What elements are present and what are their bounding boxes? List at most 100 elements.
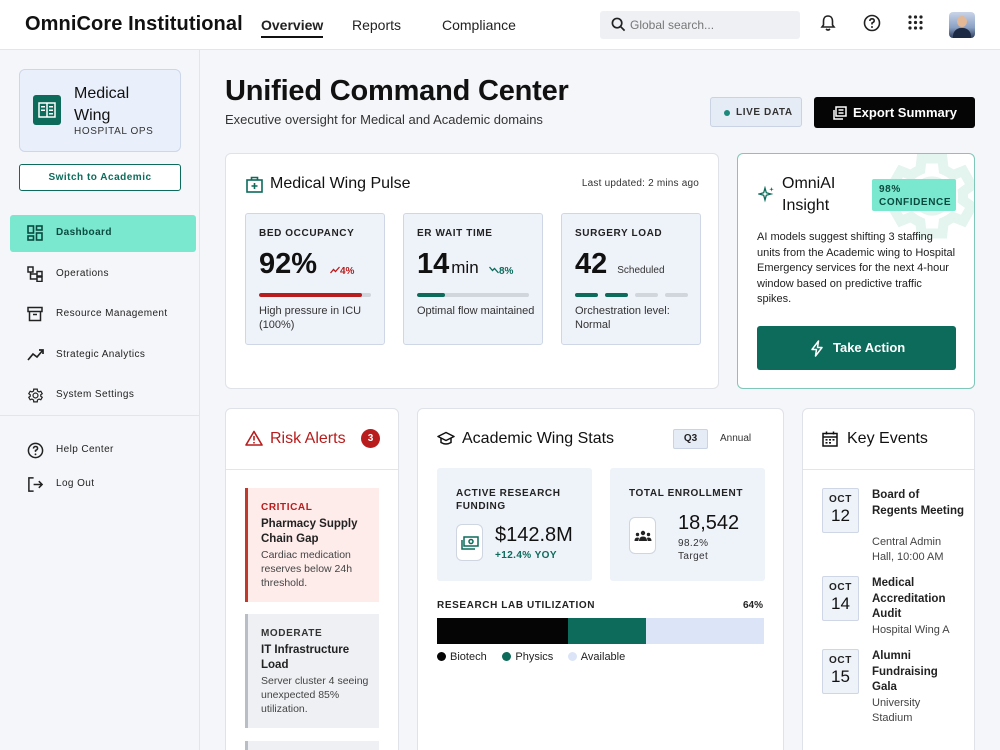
metric-delta: 4% — [330, 266, 354, 277]
legend-swatch — [502, 652, 512, 661]
event-day: 12 — [831, 506, 850, 525]
event-name: Medical Accreditation Audit — [872, 577, 946, 620]
page-subtitle: Executive oversight for Medical and Acad… — [225, 112, 543, 127]
metric-delta-value: 4% — [340, 266, 355, 277]
bell-icon[interactable] — [820, 14, 836, 32]
period-q3-tab[interactable]: Q3 — [673, 429, 708, 449]
lab-utilization-pct: 64% — [742, 600, 763, 611]
enrollment-label: TOTAL ENROLLMENT — [629, 488, 744, 499]
event-date: OCT 12 — [822, 488, 859, 533]
sidebar-item-label: Log Out — [56, 478, 95, 489]
alert-description: Cardiac medication reserves below 24h th… — [261, 549, 353, 589]
archive-box-icon — [27, 306, 43, 322]
event-day: 15 — [831, 667, 850, 686]
gear-icon — [27, 388, 44, 403]
metric-er-wait-time: ER WAIT TIME 14 min 8% Optimal flow maint… — [403, 213, 543, 345]
research-funding-stat: ACTIVE RESEARCH FUNDING $142.8M +12.4% Y… — [437, 468, 592, 581]
live-data-label: LIVE DATA — [736, 107, 793, 118]
dashboard-icon — [27, 225, 43, 241]
nav-overview[interactable]: Overview — [261, 17, 324, 38]
legend-item-biotech: Biotech — [437, 651, 487, 663]
brand-logo[interactable]: OmniCore Institutional — [25, 13, 243, 35]
nav-reports[interactable]: Reports — [352, 17, 402, 33]
wait-time-bar-fill — [417, 293, 445, 297]
graduation-cap-icon — [437, 431, 455, 445]
org-subtitle: HOSPITAL OPS — [74, 126, 154, 137]
trend-down-icon — [489, 266, 499, 274]
lightning-icon — [811, 340, 823, 357]
event-meta: Hospital Wing A — [872, 624, 950, 636]
take-action-label: Take Action — [833, 340, 906, 355]
metric-bed-occupancy: BED OCCUPANCY 92% 4% High pressure in IC… — [245, 213, 385, 345]
top-bar: OmniCore Institutional Overview Reports … — [0, 0, 1000, 50]
surgery-load-segment — [605, 293, 628, 297]
switch-academic-button[interactable]: Switch to Academic — [19, 164, 181, 191]
event-date: OCT 14 — [822, 576, 859, 621]
sidebar-item-label: Strategic Analytics — [56, 349, 146, 360]
event-month: OCT — [829, 655, 852, 666]
event-name: Board of Regents Meeting — [872, 489, 965, 517]
sparkle-icon — [758, 186, 774, 203]
medical-pulse-card: Medical Wing Pulse Last updated: 2 mins … — [225, 153, 719, 389]
sidebar-item-operations[interactable]: Operations — [10, 256, 196, 293]
risk-alerts-header: Risk Alerts 3 — [226, 409, 398, 470]
sidebar-item-resource-management[interactable]: Resource Management — [10, 296, 196, 333]
alert-description: Server cluster 4 seeing unexpected 85% u… — [261, 675, 369, 715]
alert-title: IT Infrastructure Load — [261, 644, 350, 671]
event-date: OCT 15 — [822, 649, 859, 694]
sidebar-item-dashboard[interactable]: Dashboard — [10, 215, 196, 252]
export-summary-label: Export Summary — [853, 105, 958, 120]
academic-title: Academic Wing Stats — [462, 430, 615, 447]
risk-alerts-title: Risk Alerts — [270, 430, 346, 447]
utilization-segment-physics — [567, 618, 647, 644]
legend-swatch — [567, 652, 577, 661]
money-icon — [461, 536, 479, 550]
alert-item[interactable] — [245, 741, 379, 750]
risk-count-badge: 3 — [361, 429, 380, 448]
metric-surgery-load: SURGERY LOAD 42 Scheduled Orchestration l… — [561, 213, 701, 345]
export-summary-button[interactable]: Export Summary — [814, 97, 975, 128]
sidebar-item-system-settings[interactable]: System Settings — [10, 377, 196, 414]
event-meta: Central Admin Hall, 10:00 AM — [872, 536, 944, 563]
sidebar-item-label: Resource Management — [56, 308, 168, 319]
risk-alerts-card: Risk Alerts 3 CRITICAL Pharmacy Supply C… — [225, 408, 399, 750]
funding-value: $142.8M — [495, 524, 573, 546]
metric-note: Orchestration level: Normal — [575, 305, 670, 331]
key-events-card: Key Events OCT 12 Board of Regents Meetin… — [802, 408, 975, 750]
legend-swatch — [437, 652, 446, 661]
metric-number: 14 — [417, 248, 450, 280]
surgery-load-segment — [665, 293, 688, 297]
people-icon-box — [629, 517, 656, 554]
user-avatar[interactable] — [949, 12, 975, 38]
pulse-title: Medical Wing Pulse — [270, 175, 411, 192]
sidebar-border — [199, 520, 200, 750]
hierarchy-icon — [27, 266, 43, 282]
sidebar-item-label: Dashboard — [56, 227, 112, 238]
search-icon — [611, 17, 626, 32]
occupancy-bar-fill — [259, 293, 363, 297]
metric-number: 42 — [575, 248, 608, 280]
sidebar-item-help-center[interactable]: Help Center — [10, 432, 196, 469]
take-action-button[interactable]: Take Action — [757, 326, 956, 370]
sidebar-item-strategic-analytics[interactable]: Strategic Analytics — [10, 337, 196, 374]
surgery-load-segments — [575, 293, 688, 297]
alert-title: Pharmacy Supply Chain Gap — [261, 518, 358, 545]
help-icon[interactable] — [863, 14, 881, 32]
alert-critical[interactable]: CRITICAL Pharmacy Supply Chain Gap Cardi… — [245, 488, 379, 602]
utilization-segment-available — [646, 618, 764, 644]
occupancy-bar — [259, 293, 371, 297]
period-annual-tab[interactable]: Annual — [720, 433, 752, 444]
help-icon — [27, 442, 44, 459]
nav-compliance[interactable]: Compliance — [442, 17, 516, 33]
apps-grid-icon[interactable] — [908, 15, 923, 30]
people-group-icon — [634, 530, 652, 541]
alert-moderate[interactable]: MODERATE IT Infrastructure Load Server c… — [245, 614, 379, 728]
sidebar-item-log-out[interactable]: Log Out — [10, 466, 196, 503]
last-updated: Last updated: 2 mins ago — [581, 178, 699, 189]
insight-text: AI models suggest shifting 3 staffing un… — [757, 231, 956, 305]
metric-label: ER WAIT TIME — [417, 228, 493, 239]
sidebar: Medical Wing HOSPITAL OPS Switch to Acad… — [0, 50, 200, 520]
metric-unit: Scheduled — [617, 265, 665, 276]
search-input[interactable] — [630, 16, 790, 34]
key-events-header: Key Events — [803, 409, 974, 470]
